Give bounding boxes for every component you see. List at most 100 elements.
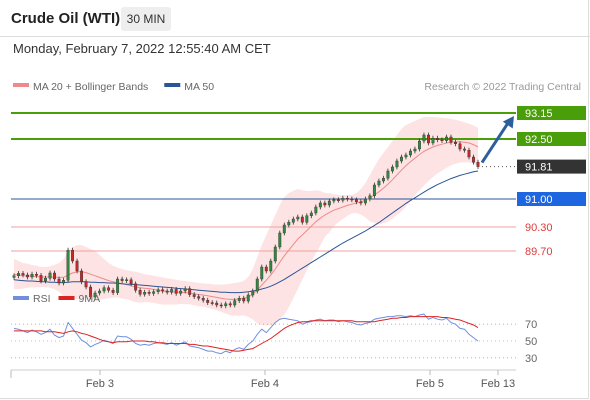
level-label-89.70: 89.70 (525, 246, 553, 258)
candle-body (206, 300, 210, 303)
level-label-91.00: 91.00 (525, 194, 553, 206)
candle (138, 287, 142, 297)
candle (147, 289, 151, 296)
candle (472, 154, 475, 165)
candle-body (269, 260, 273, 272)
candle-body (296, 216, 300, 220)
candle (431, 135, 435, 146)
candle (84, 279, 88, 290)
candle-body (458, 143, 462, 150)
candle (116, 276, 120, 295)
level-label-92.50: 92.50 (525, 134, 553, 146)
candle (48, 270, 52, 281)
candle (206, 297, 210, 305)
candle-body (152, 291, 156, 294)
candle (219, 302, 223, 309)
candle-body (445, 136, 448, 141)
candle-body (386, 170, 390, 179)
rsi-legend-label-1: RSI (33, 293, 51, 305)
candle (436, 135, 439, 143)
candle (134, 281, 138, 293)
candle (300, 214, 304, 225)
candle (215, 300, 219, 308)
candle (314, 204, 318, 216)
candle (350, 196, 354, 203)
candle-body (21, 273, 25, 276)
candle-body (192, 294, 196, 297)
rsi-tick-70: 70 (525, 319, 537, 331)
price-axis-labels: 93.15 92.50 91.81 91.00 90.30 89.70 (517, 106, 586, 258)
time-label-3: Feb 5 (416, 378, 444, 390)
time-label-1: Feb 3 (86, 378, 114, 390)
candle-body (71, 249, 75, 262)
candle (454, 139, 457, 147)
candle-body (57, 278, 61, 284)
candle-body (84, 281, 88, 288)
candle-body (228, 303, 232, 306)
candle (417, 138, 421, 152)
candle (12, 273, 16, 280)
candle (445, 134, 448, 143)
candle-body (102, 287, 106, 292)
candle (269, 258, 273, 274)
rsi-legend-swatch-2 (58, 296, 75, 300)
candle (422, 132, 426, 144)
candle (251, 288, 255, 298)
candle (89, 284, 93, 300)
candle (345, 195, 349, 202)
candle (264, 264, 268, 274)
candle (467, 147, 471, 160)
candle (463, 146, 466, 153)
candle (390, 164, 394, 174)
candle (336, 197, 340, 203)
candle (372, 182, 376, 199)
candle (408, 148, 412, 158)
candle (359, 199, 363, 206)
candle (341, 195, 345, 203)
candle (327, 198, 331, 208)
candle-body (233, 300, 237, 306)
candle (296, 214, 300, 222)
candle (291, 216, 295, 225)
rsi-series-rsi (13, 313, 479, 355)
timeframe-button[interactable]: 30 MIN (121, 7, 171, 31)
candle-body (427, 134, 430, 144)
candle (255, 276, 259, 294)
candle (129, 277, 133, 287)
candle-body (156, 289, 160, 292)
candle-body (309, 212, 313, 216)
candle-body (39, 275, 43, 282)
candle (170, 287, 174, 295)
candle-body (278, 232, 282, 248)
candle (156, 287, 160, 295)
candle-body (188, 288, 192, 295)
candle-body (260, 266, 264, 280)
chart-header: Crude Oil (WTI) 30 MIN (0, 0, 590, 36)
rsi-legend-label-2: 9MA (79, 293, 101, 305)
candle-body (125, 279, 129, 281)
candle (143, 289, 147, 297)
ma50-line (13, 170, 479, 294)
candle-body (264, 266, 268, 272)
candle (75, 258, 79, 274)
level-tag-93.15 (517, 106, 586, 120)
candle-body (282, 224, 286, 234)
candle-body (323, 202, 327, 206)
candle-body (35, 274, 38, 276)
price-legend: MA 20 + Bollinger Bands MA 50 (13, 81, 214, 93)
candle (368, 193, 372, 202)
candle-body (345, 197, 349, 200)
candle (21, 271, 25, 278)
candle (228, 301, 232, 308)
candle (152, 289, 156, 296)
candle (125, 277, 129, 283)
candle (161, 287, 165, 294)
candle (440, 137, 444, 143)
candle-body (413, 148, 417, 152)
ma20-line (13, 141, 479, 300)
candle-body (170, 289, 174, 293)
candle (233, 298, 237, 308)
candle-body (224, 303, 228, 306)
candle-body (341, 197, 345, 201)
